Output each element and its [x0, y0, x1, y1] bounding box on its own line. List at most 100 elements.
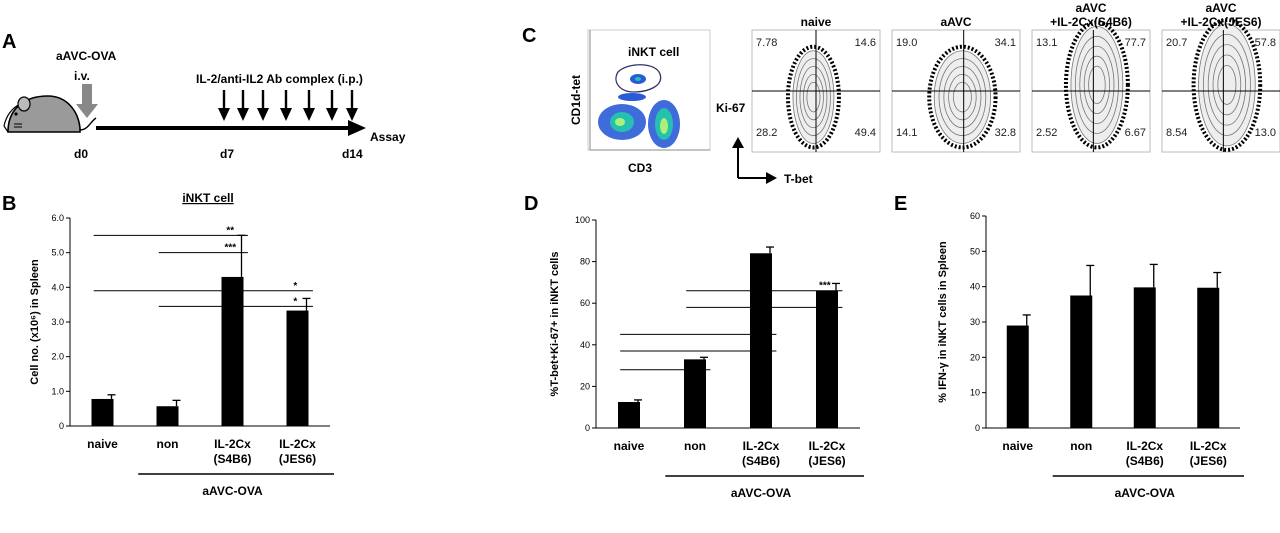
- panel-d: D 0 20 40 60 80 100 %T-bet+Ki-67+ in iNKT cell…: [524, 193, 864, 500]
- axes-key-arrows: [732, 137, 777, 184]
- cd1d-tet-axis-label: CD1d-tet: [569, 75, 583, 125]
- significance-label: ***: [224, 243, 236, 254]
- density-contour: [1212, 54, 1242, 116]
- y-tick-label: 40: [580, 340, 590, 350]
- category-label: (S4B6): [213, 452, 251, 466]
- category-label: non: [1070, 439, 1092, 453]
- facs-plot: 13.1 77.7 2.52 6.67: [1031, 20, 1151, 153]
- panel-label-d: D: [524, 193, 538, 215]
- density-contour: [806, 81, 821, 113]
- density-contour: [1079, 45, 1115, 124]
- density-contour: [1088, 65, 1106, 105]
- day-label-d7: d7: [220, 147, 234, 161]
- cd3-axis-label: CD3: [628, 161, 652, 175]
- category-label: (JES6): [808, 454, 845, 468]
- bar: [1133, 287, 1156, 428]
- y-tick-label: 0: [975, 423, 980, 433]
- treatment-arrow-head: [237, 108, 249, 121]
- quadrant-value: 8.54: [1166, 127, 1187, 139]
- treatment-label: IL-2/anti-IL2 Ab complex (i.p.): [196, 72, 363, 86]
- timeline-arrowhead: [348, 120, 366, 136]
- quadrant-value: 14.1: [896, 127, 917, 139]
- event-dots: [1063, 20, 1130, 150]
- bar: [1006, 325, 1029, 428]
- category-label: naive: [614, 439, 645, 453]
- density-contour: [952, 81, 972, 113]
- bar: [618, 402, 640, 428]
- category-label: naive: [87, 437, 118, 451]
- category-label: (JES6): [279, 452, 316, 466]
- panel-b: B 0 1.0 2.0 3.0 4.0 5.0 6.0 Cell no. (x10⁶) in …: [2, 191, 334, 498]
- significance-label: *: [293, 296, 297, 307]
- chart-e: 0 10 20 30 40 50 60 % IFN-γ in iNKT cells in Sp…: [937, 211, 1244, 500]
- bar: [684, 359, 706, 428]
- treatment-arrow-head: [257, 108, 269, 121]
- y-tick-label: 5.0: [51, 248, 64, 258]
- facs-plot-title: aAVC: [1205, 1, 1236, 15]
- density-contour: [792, 50, 835, 144]
- quadrant-value: 32.8: [995, 127, 1016, 139]
- y-tick-label: 30: [970, 317, 980, 327]
- bar: [221, 276, 244, 426]
- bar: [91, 398, 114, 426]
- significance-label: ***: [753, 324, 765, 335]
- event-dots: [1191, 17, 1263, 152]
- bar: [156, 406, 179, 426]
- category-label: (S4B6): [742, 454, 780, 468]
- treatment-arrow-head: [346, 108, 358, 121]
- category-label: naive: [1002, 439, 1033, 453]
- category-label: IL-2Cx: [1126, 439, 1163, 453]
- bar: [1070, 295, 1093, 428]
- significance-label: ***: [819, 281, 831, 292]
- significance-label: ***: [819, 297, 831, 308]
- y-tick-label: 10: [970, 388, 980, 398]
- category-label: IL-2Cx: [214, 437, 251, 451]
- bar: [750, 253, 772, 428]
- panel-label-c: C: [522, 25, 536, 47]
- tbet-axis-label: T-bet: [784, 172, 813, 186]
- quadrant-value: 6.67: [1125, 127, 1146, 139]
- density-contour: [943, 66, 982, 129]
- y-tick-label: 20: [580, 381, 590, 391]
- quadrant-value: 34.1: [995, 37, 1016, 49]
- y-tick-label: 60: [970, 211, 980, 221]
- y-tick-label: 40: [970, 282, 980, 292]
- quadrant-value: 7.78: [756, 37, 777, 49]
- category-label: (S4B6): [1126, 454, 1164, 468]
- quadrant-value: 14.6: [855, 37, 876, 49]
- facs-plot-title: +IL-2Cx(JES6): [1180, 15, 1261, 29]
- treatment-arrow-head: [218, 108, 230, 121]
- y-tick-label: 50: [970, 246, 980, 256]
- y-axis-label: %T-bet+Ki-67+ in iNKT cells: [549, 252, 561, 397]
- significance-label: **: [689, 360, 697, 371]
- density-contour: [948, 73, 977, 121]
- y-tick-label: 1.0: [51, 386, 64, 396]
- density-contour: [799, 66, 828, 129]
- y-tick-label: 0: [585, 423, 590, 433]
- cd1d-tet-dot-plot: [587, 29, 711, 151]
- group-label: aAVC-OVA: [202, 484, 263, 498]
- y-axis-label: Cell no. (x10⁶) in Spleen: [29, 259, 41, 385]
- y-tick-label: 60: [580, 298, 590, 308]
- significance-label: **: [226, 225, 234, 236]
- facs-plot: 19.0 34.1 14.1 32.8: [891, 29, 1021, 153]
- injection-arrow: [76, 84, 98, 118]
- significance-label: *: [293, 281, 297, 292]
- panel-label-b: B: [2, 193, 16, 215]
- facs-plot-title: naive: [801, 15, 832, 29]
- y-tick-label: 4.0: [51, 282, 64, 292]
- density-contour: [1070, 25, 1124, 144]
- y-axis-label: % IFN-γ in iNKT cells in Spleen: [937, 241, 949, 403]
- panel-c: C iNKT cell CD1d-tet CD3 Ki-67 T-bet: [522, 1, 1280, 186]
- y-tick-label: 6.0: [51, 213, 64, 223]
- panel-a: A aAVC-OVA i.v. IL-2/anti-IL2 Ab complex…: [2, 31, 406, 161]
- y-tick-label: 0: [59, 421, 64, 431]
- quadrant-value: 57.8: [1255, 37, 1276, 49]
- facs-plot-title: aAVC: [940, 15, 971, 29]
- density-contour: [803, 73, 824, 121]
- group-label: aAVC-OVA: [731, 486, 792, 500]
- panel-label-a: A: [2, 31, 16, 53]
- bar: [1197, 287, 1220, 428]
- facs-plot: 20.7 57.8 8.54 13.0: [1161, 17, 1280, 153]
